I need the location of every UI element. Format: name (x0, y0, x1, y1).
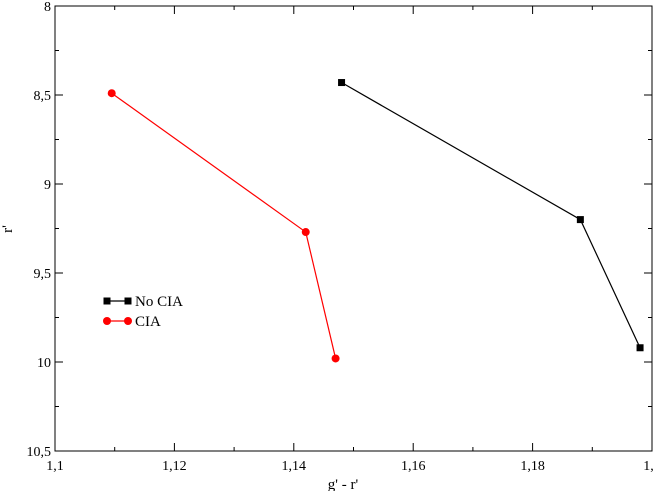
legend: No CIA CIA (103, 294, 183, 330)
x-tick-label: 1,16 (401, 459, 426, 474)
y-tick-label: 8,5 (34, 89, 52, 104)
legend-marker-cia (124, 317, 132, 325)
x-tick-label: 1,14 (282, 459, 307, 474)
legend-item-cia: CIA (103, 314, 161, 330)
x-tick-label: 1,12 (162, 459, 187, 474)
x-axis-label: g' - r' (328, 477, 359, 491)
series-line-no-cia (341, 82, 641, 349)
y-tick-label: 10,5 (27, 445, 52, 460)
data-point-no-cia (338, 79, 346, 87)
y-axis-label: r' (0, 225, 16, 233)
x-axis-ticks: 1,1 1,12 1,14 1,16 1,18 1,2 (46, 6, 654, 474)
x-tick-label: 1,2 (643, 459, 654, 474)
legend-item-no-cia: No CIA (103, 294, 183, 310)
data-point-no-cia (576, 216, 584, 224)
series-no-cia (338, 79, 644, 352)
data-point-cia (301, 228, 310, 237)
series-layer (107, 79, 644, 363)
y-tick-label: 8 (44, 0, 51, 15)
plot-frame (54, 5, 653, 452)
legend-marker-no-cia (124, 297, 132, 305)
series-cia (107, 89, 340, 363)
legend-marker-cia (103, 317, 111, 325)
x-tick-label: 1,1 (46, 459, 64, 474)
legend-marker-no-cia (103, 297, 111, 305)
legend-label-cia: CIA (135, 314, 161, 330)
legend-label-no-cia: No CIA (135, 294, 183, 310)
x-tick-label: 1,18 (520, 459, 545, 474)
data-point-no-cia (636, 344, 644, 352)
data-point-cia (331, 354, 340, 363)
y-tick-label: 9,5 (34, 267, 52, 282)
y-axis-ticks: 8 8,5 9 9,5 10 10,5 (27, 0, 652, 460)
data-point-cia (107, 89, 116, 98)
y-tick-label: 10 (37, 356, 51, 371)
y-tick-label: 9 (44, 178, 51, 193)
